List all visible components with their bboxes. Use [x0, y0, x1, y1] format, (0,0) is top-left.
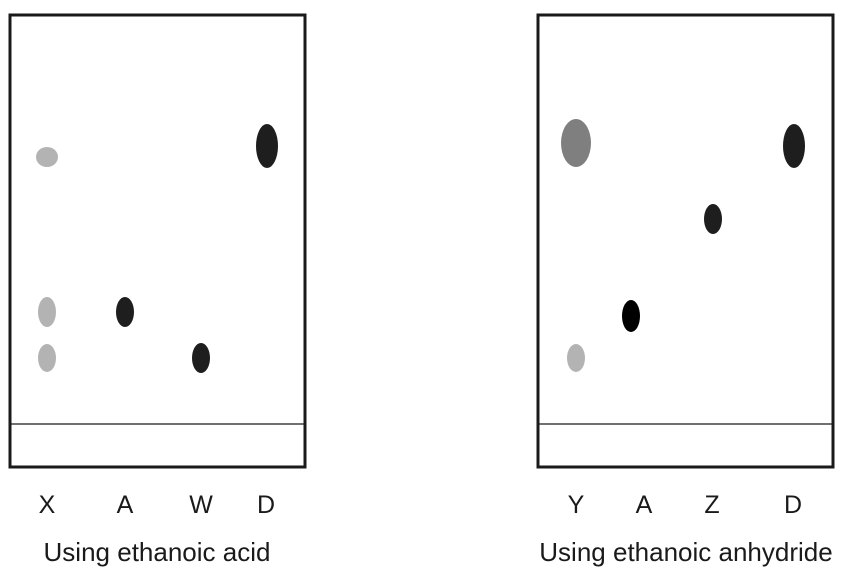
plate-frame [8, 13, 307, 469]
lane-label-z: Z [704, 491, 719, 519]
lane-label-d: D [784, 491, 802, 519]
spot-a [622, 300, 640, 332]
spot-y-bottom [567, 344, 585, 372]
spot-a [116, 297, 134, 327]
lane-label-x: X [39, 491, 56, 519]
spot-y-top [561, 119, 591, 167]
lane-label-d: D [257, 491, 275, 519]
spot-d [783, 124, 805, 168]
lane-label-w: W [189, 491, 213, 519]
spot-x-bottom [38, 344, 56, 372]
spot-w [192, 343, 210, 373]
plate-ethanoic-anhydride: Y A Z D Using ethanoic anhydride [536, 13, 835, 567]
spot-d [256, 124, 278, 168]
plate-caption: Using ethanoic acid [44, 537, 271, 567]
plate-ethanoic-acid: X A W D Using ethanoic acid [8, 13, 307, 567]
spot-x-top [36, 147, 58, 167]
spot-z [704, 204, 722, 234]
lane-label-a: A [117, 491, 134, 519]
plate-frame [536, 13, 835, 469]
lane-label-y: Y [568, 491, 585, 519]
spot-x-middle [38, 297, 56, 327]
plate-caption: Using ethanoic anhydride [539, 537, 832, 567]
lane-label-a: A [636, 491, 653, 519]
